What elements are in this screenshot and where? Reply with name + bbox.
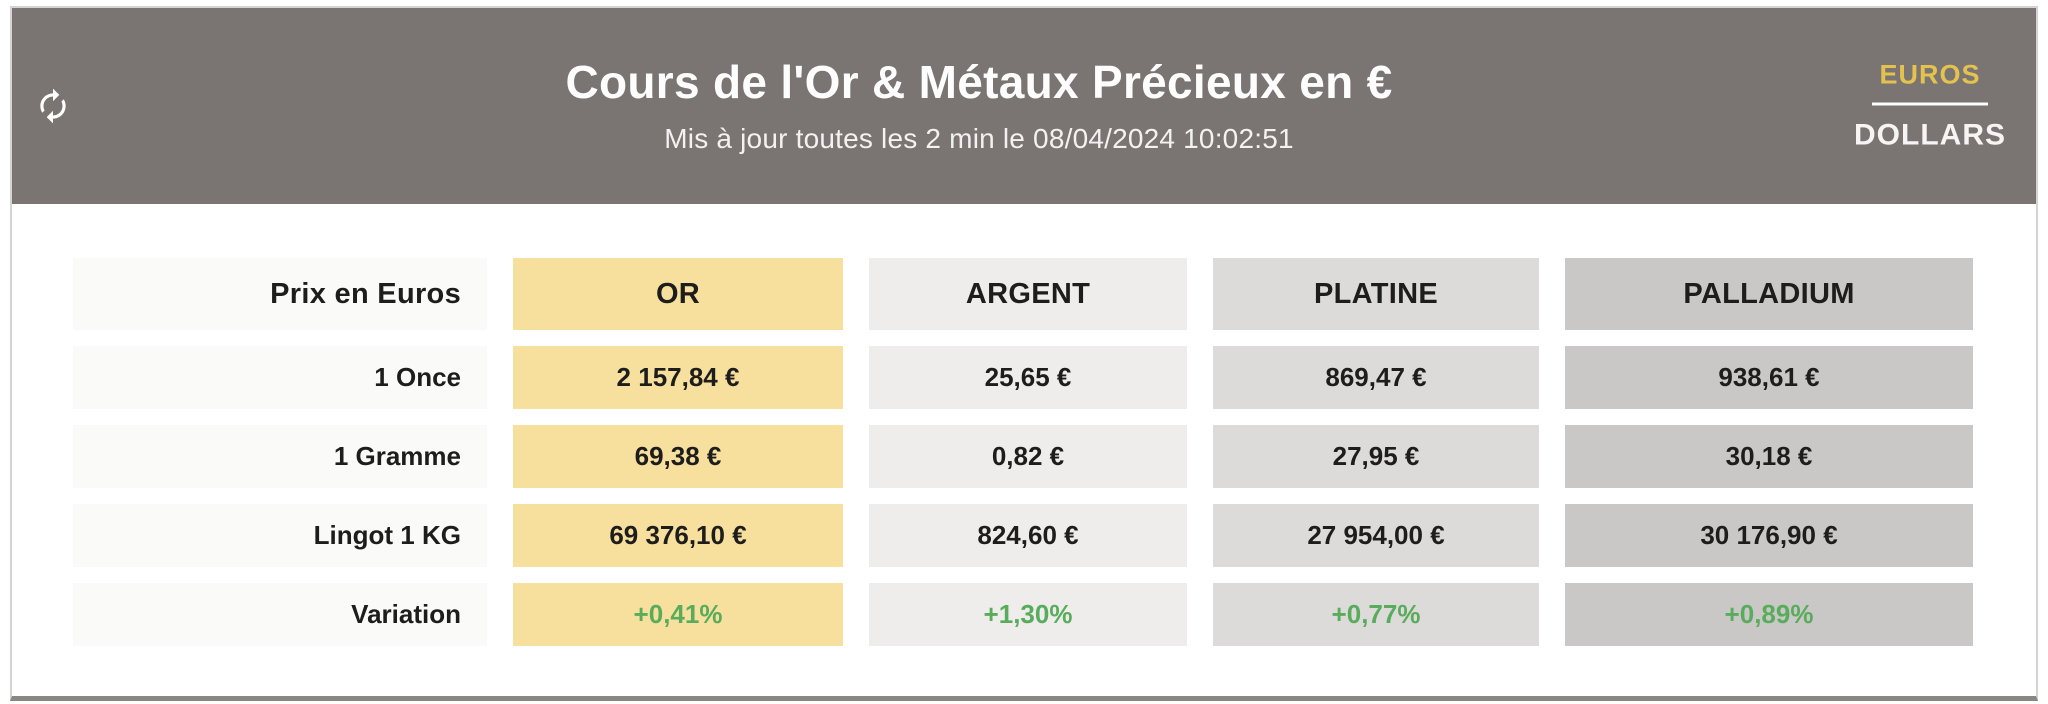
refresh-icon	[34, 87, 72, 125]
cell-platine-1-gramme: 27,95 €	[1213, 425, 1539, 488]
currency-dollars-button[interactable]: DOLLARS	[1854, 118, 2006, 152]
cell-platine-variation: +0,77%	[1213, 583, 1539, 646]
currency-euros-button[interactable]: EUROS	[1879, 59, 1981, 90]
column-header-argent: ARGENT	[869, 258, 1187, 330]
app-header: Cours de l'Or & Métaux Précieux en € Mis…	[12, 8, 2036, 204]
cell-argent-1-gramme: 0,82 €	[869, 425, 1187, 488]
column-header-or: OR	[513, 258, 843, 330]
page-title: Cours de l'Or & Métaux Précieux en €	[565, 55, 1393, 108]
cell-palladium-1-once: 938,61 €	[1565, 346, 1973, 409]
gold-price-widget: Cours de l'Or & Métaux Précieux en € Mis…	[10, 6, 2038, 701]
cell-argent-lingot-1-kg: 824,60 €	[869, 504, 1187, 567]
currency-divider	[1872, 102, 1988, 106]
cell-or-variation: +0,41%	[513, 583, 843, 646]
row-label-lingot-1-kg: Lingot 1 KG	[73, 504, 487, 567]
cell-platine-1-once: 869,47 €	[1213, 346, 1539, 409]
cell-or-1-once: 2 157,84 €	[513, 346, 843, 409]
last-updated-text: Mis à jour toutes les 2 min le 08/04/202…	[664, 123, 1294, 155]
cell-argent-1-once: 25,65 €	[869, 346, 1187, 409]
cell-palladium-lingot-1-kg: 30 176,90 €	[1565, 504, 1973, 567]
row-label-1-once: 1 Once	[73, 346, 487, 409]
row-label-variation: Variation	[73, 583, 487, 646]
cell-platine-lingot-1-kg: 27 954,00 €	[1213, 504, 1539, 567]
cell-argent-variation: +1,30%	[869, 583, 1187, 646]
column-header-palladium: PALLADIUM	[1565, 258, 1973, 330]
cell-or-lingot-1-kg: 69 376,10 €	[513, 504, 843, 567]
cell-or-1-gramme: 69,38 €	[513, 425, 843, 488]
price-table: Prix en Euros OR ARGENT PLATINE PALLADIUM 1 O…	[73, 258, 1973, 646]
cell-palladium-1-gramme: 30,18 €	[1565, 425, 1973, 488]
row-label-1-gramme: 1 Gramme	[73, 425, 487, 488]
column-header-platine: PLATINE	[1213, 258, 1539, 330]
cell-palladium-variation: +0,89%	[1565, 583, 1973, 646]
corner-header-prix-en-euros: Prix en Euros	[73, 258, 487, 330]
currency-toggle: EUROS DOLLARS	[1854, 60, 2006, 153]
refresh-button[interactable]	[30, 83, 76, 129]
header-titles: Cours de l'Or & Métaux Précieux en € Mis…	[82, 8, 1876, 204]
